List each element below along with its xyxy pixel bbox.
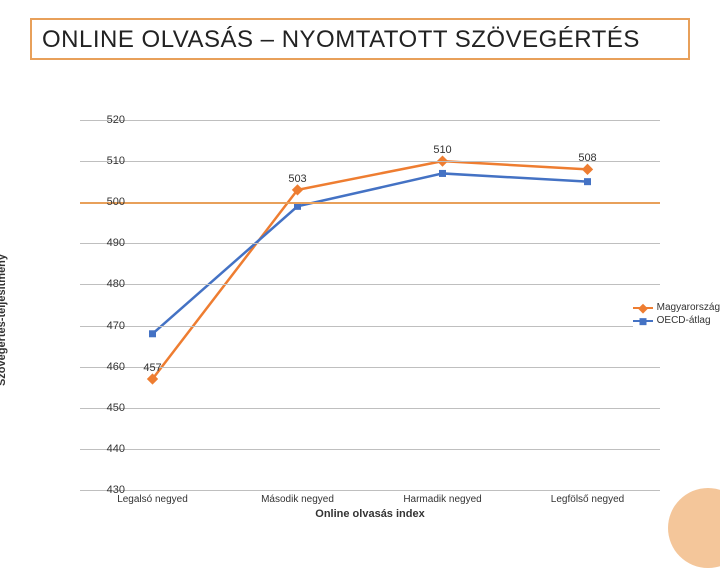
y-tick-label: 510 xyxy=(85,155,125,167)
slide-title: ONLINE OLVASÁS – NYOMTATOTT SZÖVEGÉRTÉS xyxy=(42,26,678,54)
series-marker xyxy=(582,164,593,175)
legend-item: OECD-átlag xyxy=(633,315,720,326)
plot-area: 430440450460470480490500510520Legalsó ne… xyxy=(80,120,660,490)
x-tick-label: Második negyed xyxy=(261,494,334,505)
y-axis-label: Szövegértés-teljesítmény xyxy=(0,254,8,386)
data-label: 510 xyxy=(433,144,451,156)
slide-title-box: ONLINE OLVASÁS – NYOMTATOTT SZÖVEGÉRTÉS xyxy=(30,18,690,60)
gridline xyxy=(80,284,660,285)
legend-swatch xyxy=(633,307,653,309)
series-marker xyxy=(439,170,446,177)
x-axis-label: Online olvasás index xyxy=(80,508,660,520)
x-tick-label: Harmadik negyed xyxy=(403,494,481,505)
series-marker xyxy=(149,330,156,337)
y-tick-label: 470 xyxy=(85,320,125,332)
data-label: 508 xyxy=(578,153,596,165)
legend-label: OECD-átlag xyxy=(657,315,711,326)
gridline xyxy=(80,161,660,162)
legend-marker-icon xyxy=(638,303,648,313)
legend-swatch xyxy=(633,320,653,322)
series-line xyxy=(153,161,588,379)
y-tick-label: 460 xyxy=(85,361,125,373)
gridline xyxy=(80,449,660,450)
x-tick-label: Legfölső negyed xyxy=(551,494,624,505)
gridline xyxy=(80,326,660,327)
y-tick-label: 500 xyxy=(85,196,125,208)
gridline xyxy=(80,202,660,204)
legend-item: Magyarország xyxy=(633,302,720,313)
chart: Szövegértés-teljesítmény 430440450460470… xyxy=(30,120,690,520)
gridline xyxy=(80,120,660,121)
gridline xyxy=(80,408,660,409)
series-marker xyxy=(584,178,591,185)
y-tick-label: 490 xyxy=(85,237,125,249)
legend-marker-icon xyxy=(639,318,646,325)
data-label: 503 xyxy=(288,173,306,185)
legend-label: Magyarország xyxy=(657,302,720,313)
y-tick-label: 480 xyxy=(85,278,125,290)
data-label: 457 xyxy=(143,362,161,374)
gridline xyxy=(80,490,660,491)
y-tick-label: 450 xyxy=(85,402,125,414)
x-tick-label: Legalsó negyed xyxy=(117,494,188,505)
y-tick-label: 440 xyxy=(85,443,125,455)
series-line xyxy=(153,173,588,333)
gridline xyxy=(80,367,660,368)
y-tick-label: 520 xyxy=(85,114,125,126)
chart-lines xyxy=(80,120,660,490)
legend: Magyarország OECD-átlag xyxy=(633,300,720,328)
gridline xyxy=(80,243,660,244)
